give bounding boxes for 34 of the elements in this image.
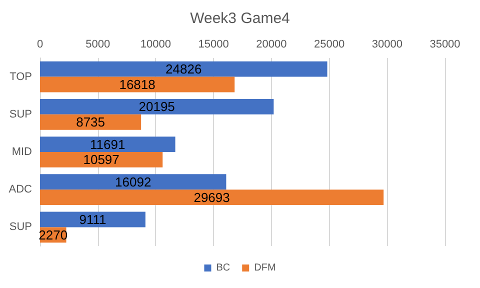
bar [40,98,274,114]
data-label: 24826 [166,62,202,77]
data-label: 29693 [194,190,230,205]
data-label: 16818 [119,77,156,92]
bar [40,152,163,168]
x-tick-label: 15000 [198,38,229,50]
data-label: 20195 [138,99,175,114]
x-tick-label: 30000 [372,38,402,50]
y-tick-label: ADC [8,184,32,196]
x-tick-label: 35000 [430,38,460,50]
x-tick-label: 0 [36,38,44,50]
legend-label: DFM [254,262,276,274]
x-tick-label: 5000 [86,38,110,50]
data-label: 11691 [90,136,126,152]
x-tick-label: 20000 [256,38,287,50]
data-label: 9111 [79,212,106,227]
bar [40,212,146,228]
data-label: 16092 [115,174,152,190]
bar [40,61,328,77]
legend-label: BC [216,262,230,274]
x-tick-label: 10000 [140,38,172,50]
bar [40,76,235,92]
bar [40,174,226,190]
y-tick-label: TOP [10,70,32,83]
y-tick-label: SUP [9,108,32,120]
data-label: 8735 [76,114,105,130]
y-tick-label: MID [12,146,32,158]
bar [40,114,142,130]
bar [40,190,384,206]
data-label: 10597 [83,152,120,168]
x-tick-label: 25000 [314,38,345,50]
bar [40,136,176,152]
y-tick-label: SUP [9,221,32,234]
chart-title: Week3 Game4 [190,10,290,27]
